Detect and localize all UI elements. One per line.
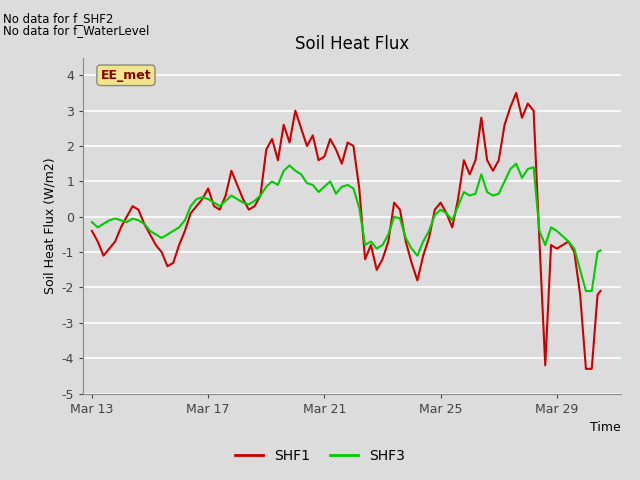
X-axis label: Time: Time bbox=[590, 421, 621, 434]
Title: Soil Heat Flux: Soil Heat Flux bbox=[295, 35, 409, 53]
Text: EE_met: EE_met bbox=[100, 69, 151, 82]
Legend: SHF1, SHF3: SHF1, SHF3 bbox=[229, 443, 411, 468]
Text: No data for f_SHF2: No data for f_SHF2 bbox=[3, 12, 113, 25]
Text: No data for f_WaterLevel: No data for f_WaterLevel bbox=[3, 24, 150, 37]
Y-axis label: Soil Heat Flux (W/m2): Soil Heat Flux (W/m2) bbox=[43, 157, 56, 294]
